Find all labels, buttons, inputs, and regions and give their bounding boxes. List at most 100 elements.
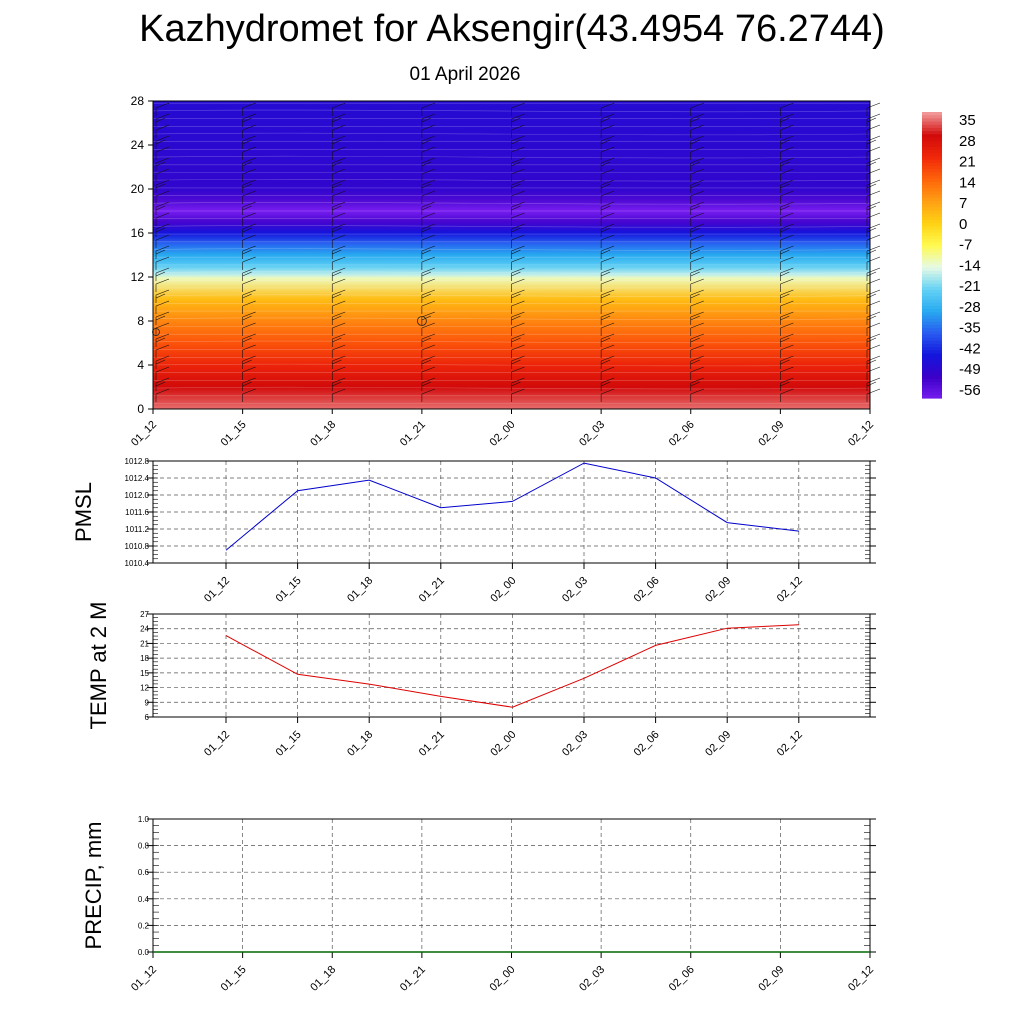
wind-barb-flag [242,161,252,167]
colorbar-segment [922,197,942,202]
wind-barb-flag [511,157,525,164]
wind-barb-flag [155,161,166,167]
colorbar-segment [922,359,942,364]
wind-barb-flag [242,278,256,285]
wind-barb-flag [601,249,611,255]
wind-barb-flag [690,124,704,131]
wind-barb-flag [332,245,346,252]
wind-barb-flag [780,190,794,197]
wind-barb-flag [780,245,794,252]
wind-barb-flag [421,315,431,321]
wind-barb-flag [421,267,435,274]
colorbar-segment [922,153,942,158]
wind-barb-flag [601,366,615,373]
wind-barb-flag [866,355,881,362]
wind-barb-flag [421,381,431,387]
wind-barb-flag [866,234,881,241]
wind-barb-flag [690,359,700,365]
contour-line [152,225,871,228]
colorbar-segment [922,134,942,139]
colorbar-segment [922,235,942,240]
wind-barb-flag [155,344,170,351]
x-tick-label: 01_21 [417,575,447,605]
wind-barb-flag [601,161,611,167]
wind-barb-flag [155,205,166,211]
colorbar-segment [922,312,942,316]
wind-barb-flag [242,256,256,263]
contour-line [152,179,871,182]
wind-barb-flag [332,267,346,274]
wind-barb-flag [601,267,615,274]
wind-barb-flag [242,293,252,299]
wind-barb-flag [780,124,794,131]
wind-barb-flag [332,300,346,307]
wind-barb-flag [866,322,881,329]
x-tick-label: 01_15 [219,419,249,449]
wind-barb-flag [421,355,435,362]
wind-barb-flag [866,212,881,219]
wind-barb-flag [332,344,346,351]
wind-barb-flag [155,289,170,296]
x-tick-label: 01_18 [308,419,338,449]
wind-barb-flag [866,161,877,167]
wind-barb-flag [780,113,794,120]
wind-barb-flag [780,212,794,219]
wind-barb-flag [690,168,704,175]
wind-barb-flag [866,271,877,277]
wind-barb-flag [601,322,615,329]
wind-barb-flag [780,157,794,164]
y-tick-label: 1.0 [138,815,150,824]
wind-barb-flag [511,179,525,186]
colorbar-segment [922,369,942,374]
wind-barb-flag [421,139,431,145]
wind-barb-flag [242,201,256,208]
wind-barb-flag [690,344,704,351]
wind-barb-flag [421,289,435,296]
wind-barb-flag [155,271,166,277]
colorbar-segment [922,207,942,212]
colorbar: 35 28 21 14 7 0 -7 -14 -21 -28 -35 -42 -49 -56 [922,112,981,399]
wind-barb-flag [421,337,431,343]
contour-line [152,294,871,297]
wind-barb-flag [780,201,794,208]
wind-barb-flag [421,300,435,307]
wind-barb-flag [242,366,256,373]
wind-barb-flag [690,146,704,153]
x-tick-label: 02_06 [632,729,662,759]
wind-barb-flag [601,102,615,109]
colorbar-segment [922,137,942,142]
wind-barb-flag [421,227,431,233]
wind-barb-flag [780,146,794,153]
wind-barb-flag [332,322,346,329]
colorbar-segment [922,324,942,329]
wind-barb-flag [601,256,615,263]
wind-barb-flag [421,388,435,395]
wind-barb-flag [690,267,704,274]
wind-barb-flag [155,366,170,373]
wind-barb-flag [690,337,700,343]
colorbar-segment [922,121,942,126]
wind-barb-flag [866,223,881,230]
y-tick-label: 8 [137,314,144,328]
wind-barb-flag [242,333,256,340]
contour-line [152,155,871,159]
plot-frame [152,460,871,564]
x-tick-label: 02_09 [703,729,733,759]
wind-barb-flag [511,168,525,175]
wind-barb-flag [690,223,704,230]
y-tick-label: 1012.0 [125,491,150,500]
colorbar-segment [922,178,942,183]
wind-barb-flag [866,245,881,252]
wind-barb-flag [421,157,435,164]
y-tick-label: 4 [137,358,144,372]
wind-barb-flag [780,337,790,343]
y-tick-label: 12 [140,684,149,693]
wind-barb-flag [601,377,615,384]
contour-line [152,317,871,320]
wind-barb-flag [780,249,790,255]
colorbar-segment [922,318,942,323]
wind-barb-flag [421,223,435,230]
colorbar-segment [922,337,942,342]
x-tick-label: 01_15 [274,729,304,759]
wind-barb-flag [601,234,615,241]
